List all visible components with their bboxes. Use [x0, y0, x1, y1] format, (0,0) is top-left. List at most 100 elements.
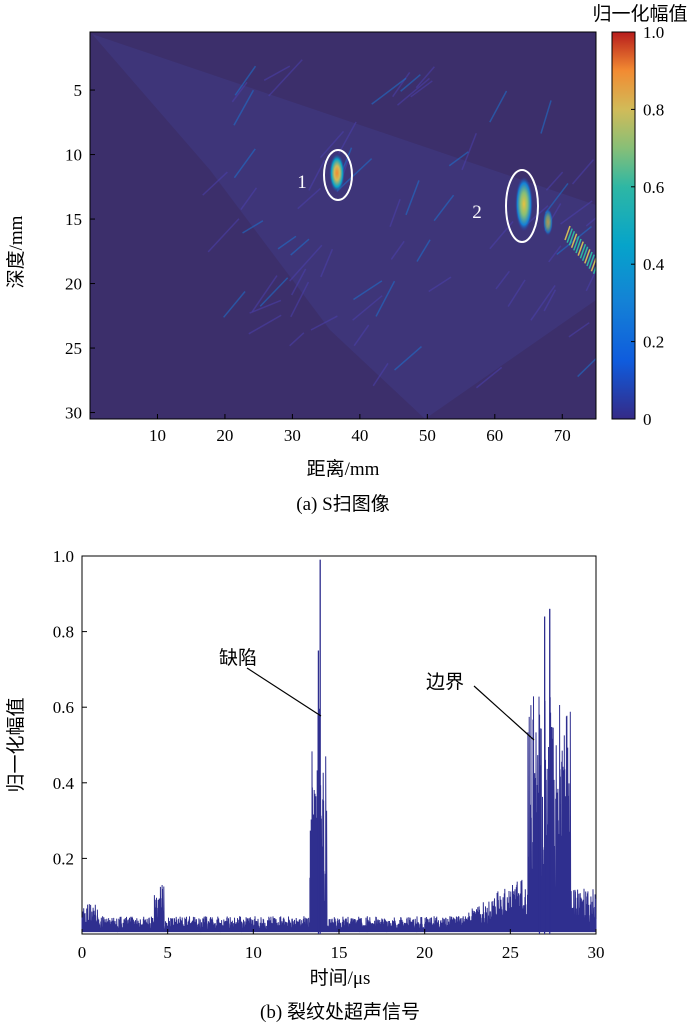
signal-x-label: 时间/μs	[310, 967, 371, 989]
heatmap-streak	[268, 59, 303, 97]
heatmap-streak	[584, 249, 591, 264]
heatmap-streak	[530, 285, 556, 321]
signal-x-tick-label: 20	[416, 943, 433, 962]
heatmap-streak	[540, 100, 552, 134]
annotation-label-2: 2	[472, 202, 482, 223]
heatmap-x-tick-label: 70	[554, 426, 571, 445]
heatmap-x-tick-label: 50	[419, 426, 436, 445]
heatmap-streak	[570, 233, 578, 249]
heatmap-x-label: 距离/mm	[307, 458, 380, 480]
heatmap-streak	[416, 239, 431, 262]
heatmap-y-tick-label: 25	[65, 339, 82, 358]
heatmap-streak	[392, 72, 411, 98]
caption-a: (a) S扫图像	[296, 493, 389, 515]
colorbar-title: 归一化幅值	[592, 3, 687, 25]
signal-y-tick-label: 1.0	[53, 547, 74, 566]
heatmap-streak	[592, 264, 596, 275]
heatmap-streak	[233, 89, 255, 126]
signal-chart: 缺陷 边界 0 5 10 15 20 25 30 0.2 0.4 0.6 0.8 1.0 时间/μs…	[5, 547, 605, 989]
heatmap-x-tick-label: 40	[351, 426, 368, 445]
colorbar: 归一化幅值 1.0 0.8 0.6 0.4 0.2 0	[592, 3, 687, 429]
heatmap-streak	[371, 77, 407, 105]
signal-peaks	[317, 559, 551, 934]
heatmap-scan-region	[92, 34, 596, 419]
heatmap-streak	[389, 198, 401, 227]
colorbar-gradient	[611, 31, 636, 420]
signal-x-tick-label: 30	[588, 943, 605, 962]
signal-x-tick-label: 15	[331, 943, 348, 962]
heatmap-streak	[375, 280, 396, 317]
heatmap-x-ticks: 10 20 30 40 50 60 70	[149, 414, 571, 445]
heatmap-streak	[507, 279, 526, 307]
heatmap-streak	[290, 281, 310, 318]
heatmap-streak	[495, 270, 510, 290]
annotation-ellipse-1	[323, 149, 353, 201]
colorbar-tick-label: 0.4	[643, 255, 665, 274]
heatmap-streak	[249, 299, 282, 314]
heatmap-streak	[585, 216, 596, 227]
heatmap-streak	[571, 159, 595, 185]
heatmap-x-tick-label: 20	[216, 426, 233, 445]
signal-y-tick-label: 0.6	[53, 698, 74, 717]
heatmap-streak	[308, 159, 326, 191]
heatmap-chart: 1 2 10 20 30 40 50 60 70 5 10 15 20 25 30 距离/mm 深度/…	[5, 31, 597, 480]
colorbar-ticks: 1.0 0.8 0.6 0.4 0.2 0	[631, 23, 665, 429]
heatmap-streak	[297, 187, 321, 210]
heatmap-streak	[410, 80, 433, 98]
heatmap-streak	[586, 251, 593, 267]
heatmap-streak	[415, 66, 435, 89]
heatmap-y-tick-label: 15	[65, 210, 82, 229]
heatmap-frame	[89, 31, 597, 420]
signal-x-tick-label: 5	[163, 943, 172, 962]
signal-x-ticks: 0 5 10 15 20 25 30	[78, 929, 605, 962]
signal-x-tick-label: 10	[245, 943, 262, 962]
heatmap-streak	[461, 132, 477, 171]
heatmap-streak	[489, 90, 508, 123]
heatmap-streak	[242, 220, 264, 234]
heatmap-streak	[543, 289, 557, 312]
signal-y-tick-label: 0.8	[53, 623, 74, 642]
heatmap-streak	[320, 248, 334, 278]
heatmap-streak	[223, 290, 246, 318]
heatmap-streak	[353, 324, 370, 347]
heatmap-streak	[248, 314, 282, 335]
signal-x-tick-label: 0	[78, 943, 87, 962]
heatmap-streak	[251, 275, 278, 313]
heatmap-streak	[448, 151, 469, 167]
heatmap-y-tick-label: 10	[65, 146, 82, 165]
heatmap-streak	[234, 65, 257, 96]
colorbar-tick-label: 0.2	[643, 333, 664, 352]
colorbar-tick-label: 0.6	[643, 178, 664, 197]
signal-x-tick-label: 25	[502, 943, 519, 962]
heatmap-hotspot-2b	[543, 208, 553, 236]
heatmap-streak	[290, 238, 310, 256]
heatmap-streak	[581, 246, 589, 262]
heatmap-streak	[277, 235, 297, 250]
heatmap-streak	[579, 243, 587, 259]
annotation-defect: 缺陷	[219, 647, 257, 669]
heatmap-streak	[390, 240, 405, 260]
heatmap-streak	[289, 332, 305, 347]
annotation-leader-boundary	[473, 685, 535, 741]
signal-y-label: 归一化幅值	[5, 697, 27, 792]
heatmap-x-tick-label: 30	[284, 426, 301, 445]
heatmap-x-tick-label: 60	[486, 426, 503, 445]
annotation-leader-defect	[246, 667, 322, 717]
heatmap-streak	[394, 346, 422, 371]
heatmap-streak	[545, 171, 564, 191]
heatmap-streak	[585, 268, 596, 292]
heatmap-streak	[568, 322, 590, 338]
heatmap-streak	[400, 74, 421, 92]
heatmap-streak	[544, 182, 569, 214]
heatmap-streak	[289, 244, 323, 282]
colorbar-tick-label: 1.0	[643, 23, 664, 42]
heatmap-streak	[231, 81, 248, 103]
heatmap-streak	[240, 187, 258, 211]
caption-b: (b) 裂纹处超声信号	[260, 1001, 420, 1023]
annotation-boundary: 边界	[426, 671, 464, 693]
heatmap-y-ticks: 5 10 15 20 25 30	[65, 81, 95, 423]
colorbar-tick-label: 0.8	[643, 100, 664, 119]
heatmap-streak	[573, 236, 580, 251]
heatmap-streak	[202, 171, 228, 196]
heatmap-streak	[353, 280, 383, 301]
